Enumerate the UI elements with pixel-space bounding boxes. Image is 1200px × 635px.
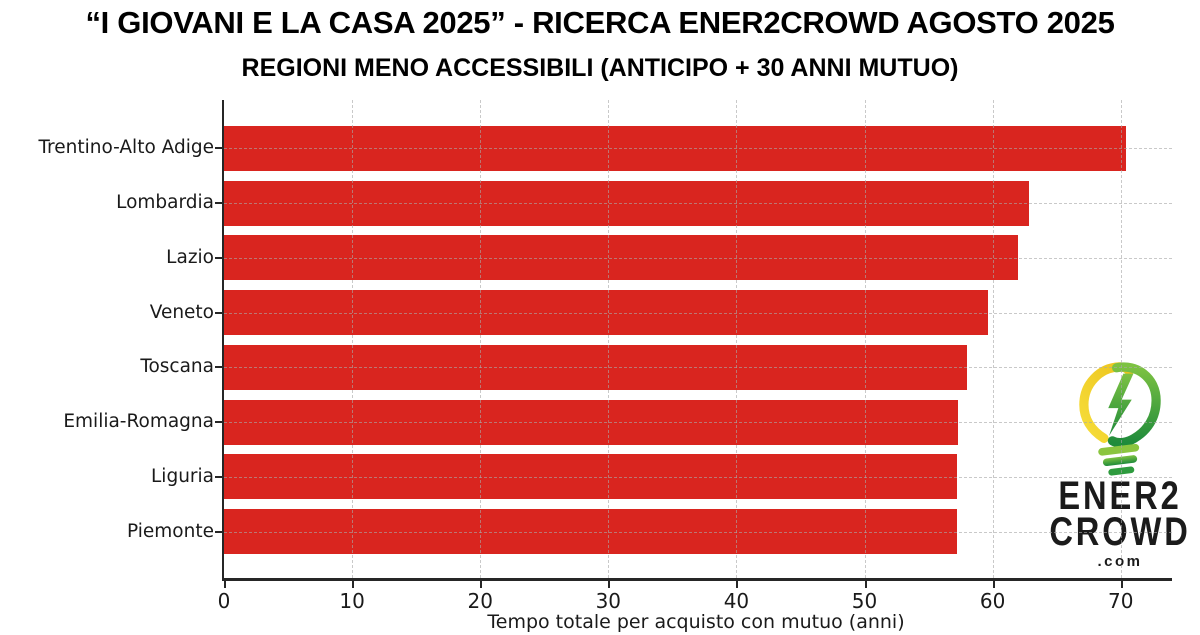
v-gridline: [352, 100, 354, 578]
logo-text-com: .com: [1097, 553, 1143, 570]
h-gridline: [224, 476, 1172, 478]
y-axis-label: Toscana: [140, 356, 214, 378]
x-tick-mark: [352, 581, 355, 588]
x-axis-title: Tempo totale per acquisto con mutuo (ann…: [487, 611, 905, 633]
y-axis-label: Piemonte: [127, 520, 214, 542]
x-tick-label: 40: [723, 589, 750, 613]
y-tick-mark: [215, 475, 222, 478]
h-gridline: [224, 257, 1172, 259]
h-gridline: [224, 203, 1172, 205]
chart-subtitle: REGIONI MENO ACCESSIBILI (ANTICIPO + 30 …: [241, 54, 959, 82]
y-axis-label: Trentino-Alto Adige: [38, 137, 214, 159]
x-tick-label: 10: [339, 589, 365, 613]
y-tick-mark: [215, 256, 222, 259]
h-gridline: [224, 148, 1172, 150]
chart-title: “I GIOVANI E LA CASA 2025” - RICERCA ENE…: [85, 5, 1115, 40]
x-tick-mark: [224, 581, 226, 588]
x-tick-label: 30: [595, 589, 622, 613]
v-gridline: [864, 100, 866, 578]
x-tick-mark: [1120, 581, 1123, 588]
plot-area: [222, 100, 1172, 581]
y-tick-mark: [215, 202, 222, 205]
y-tick-mark: [215, 366, 222, 369]
x-tick-mark: [480, 581, 483, 588]
x-tick-label: 60: [979, 589, 1006, 613]
h-gridline: [224, 367, 1172, 369]
v-gridline: [480, 100, 482, 578]
x-tick-label: 50: [851, 589, 878, 613]
y-tick-mark: [215, 421, 222, 424]
h-gridline: [224, 312, 1172, 314]
h-gridline: [224, 531, 1172, 533]
x-tick-label: 0: [217, 589, 231, 613]
v-gridline: [608, 100, 610, 578]
logo-text-ener2: ENER2: [1058, 473, 1182, 519]
v-gridline: [736, 100, 738, 578]
y-axis-label: Liguria: [151, 465, 214, 487]
y-axis-label: Lombardia: [116, 192, 214, 214]
v-gridline: [992, 100, 994, 578]
y-axis-label: Emilia-Romagna: [63, 411, 214, 433]
v-gridline: [1120, 100, 1122, 578]
x-tick-label: 20: [467, 589, 493, 613]
x-tick-label: 70: [1108, 589, 1134, 613]
x-tick-mark: [736, 581, 739, 588]
h-gridline: [224, 422, 1172, 424]
y-tick-mark: [215, 530, 222, 533]
y-axis-label: Lazio: [166, 246, 214, 268]
y-axis-label: Veneto: [149, 301, 214, 323]
x-tick-mark: [992, 581, 995, 588]
y-tick-mark: [215, 311, 222, 314]
x-tick-mark: [608, 581, 611, 588]
x-tick-mark: [864, 581, 867, 588]
y-tick-mark: [215, 147, 222, 150]
